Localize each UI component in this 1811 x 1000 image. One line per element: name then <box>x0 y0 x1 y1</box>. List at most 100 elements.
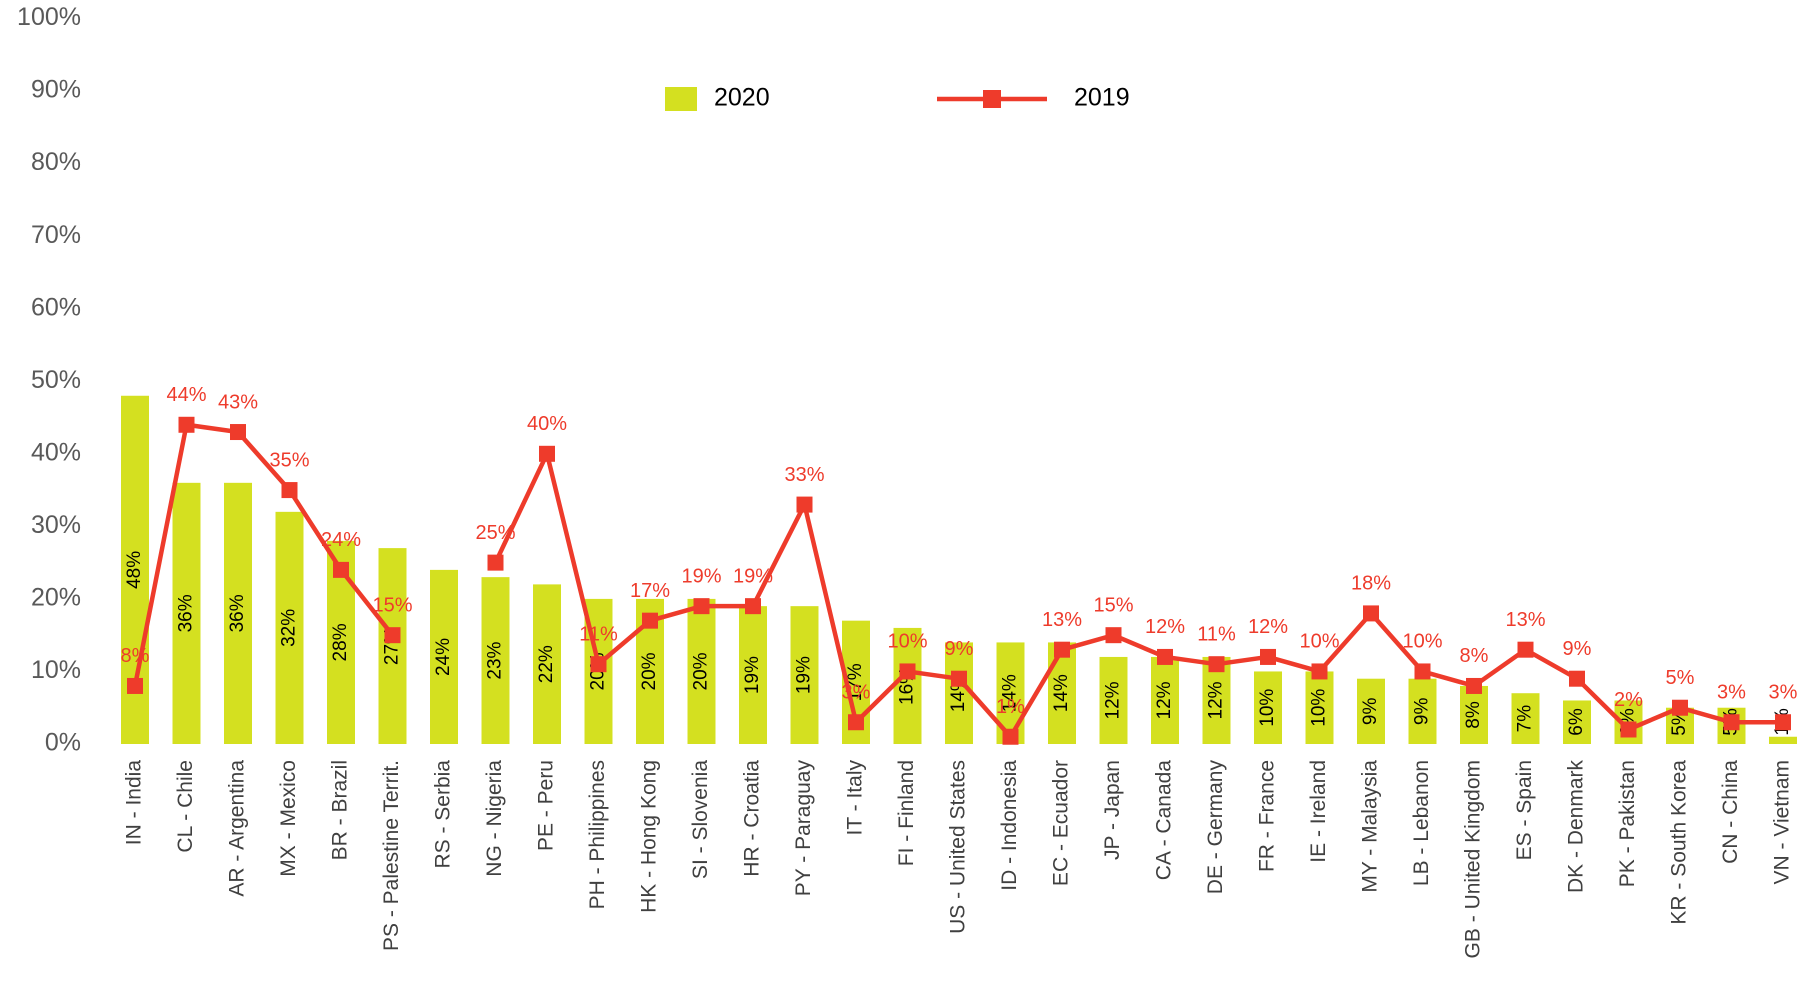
bar-value-label: 19% <box>742 656 763 694</box>
line-value-label: 15% <box>1093 594 1133 616</box>
x-tick-label: LB - Lebanon <box>1410 760 1433 886</box>
bar-value-label: 14% <box>1000 674 1021 712</box>
bar-value-label: 23% <box>485 641 506 679</box>
line-value-label: 33% <box>784 464 824 486</box>
x-tick-label: IE - Ireland <box>1307 760 1330 863</box>
line-marker <box>1157 648 1173 665</box>
bar <box>1048 642 1076 744</box>
x-tick-label: CN - China <box>1719 760 1742 864</box>
line-marker <box>178 416 195 433</box>
line-marker <box>796 496 813 513</box>
y-tick-label: 20% <box>31 584 81 612</box>
line-marker <box>1260 648 1276 665</box>
line-value-label: 44% <box>166 384 206 406</box>
bar <box>1254 671 1282 744</box>
line-marker <box>127 677 143 694</box>
bar-value-label: 12% <box>1103 681 1124 719</box>
line-marker <box>1414 663 1431 680</box>
bar-value-label: 20% <box>639 652 660 690</box>
bar-value-label: 36% <box>176 594 197 632</box>
legend-label: 2019 <box>1074 84 1130 112</box>
x-tick-label: DK - Denmark <box>1565 760 1588 894</box>
line-value-label: 3% <box>1769 682 1798 704</box>
y-tick-label: 50% <box>31 366 81 394</box>
line-marker <box>1620 721 1637 738</box>
x-tick-label: ID - Indonesia <box>998 760 1021 891</box>
line-value-label: 13% <box>1505 609 1545 631</box>
line-marker <box>230 424 246 441</box>
x-tick-label: MY - Malaysia <box>1359 760 1382 893</box>
x-tick-label: VN - Vietnam <box>1771 760 1794 885</box>
line-marker <box>487 554 504 571</box>
line-value-label: 10% <box>887 631 927 653</box>
bar-value-label: 9% <box>1412 698 1433 726</box>
bar <box>1305 671 1334 744</box>
x-tick-label: NG - Nigeria <box>483 760 506 877</box>
bar-value-label: 8% <box>1463 701 1484 729</box>
line-value-label: 43% <box>218 391 258 413</box>
x-tick-label: HK - Hong Kong <box>638 760 661 913</box>
line-marker <box>1466 677 1482 694</box>
bar <box>687 598 716 744</box>
legend-swatch <box>665 87 697 111</box>
bar <box>430 569 458 744</box>
x-tick-label: HR - Croatia <box>741 760 764 877</box>
x-tick-label: PK - Pakistan <box>1616 760 1639 887</box>
x-tick-label: MX - Mexico <box>277 760 300 877</box>
line-value-label: 10% <box>1402 631 1442 653</box>
line-marker <box>1002 728 1019 745</box>
line-marker <box>745 598 761 615</box>
bar <box>533 584 561 744</box>
x-tick-label: IT - Italy <box>844 760 867 836</box>
line-value-label: 13% <box>1042 609 1082 631</box>
bar <box>378 548 407 744</box>
line-marker <box>539 445 555 462</box>
line <box>493 451 1783 739</box>
x-tick-label: JP - Japan <box>1101 760 1124 860</box>
x-tick-label: SI - Slovenia <box>689 760 712 879</box>
x-tick-label: PE - Peru <box>535 760 558 851</box>
x-tick-label: FR - France <box>1256 760 1279 872</box>
x-tick-label: RS - Serbia <box>432 760 455 869</box>
line-marker <box>1775 714 1791 731</box>
x-tick-label: FI - Finland <box>895 760 918 866</box>
y-tick-label: 60% <box>31 293 81 321</box>
bar-value-label: 32% <box>279 609 300 647</box>
bar <box>1151 656 1179 744</box>
bar <box>1408 678 1437 744</box>
bar <box>1563 700 1591 744</box>
line-value-label: 40% <box>527 413 567 435</box>
y-tick-label: 10% <box>31 656 81 684</box>
line-value-label: 35% <box>269 449 309 471</box>
bar-value-label: 48% <box>124 551 145 589</box>
line-value-label: 24% <box>321 529 361 551</box>
line-value-label: 8% <box>121 645 150 667</box>
y-tick-label: 0% <box>45 729 81 757</box>
line-marker <box>1363 605 1379 622</box>
x-tick-label: PH - Philippines <box>586 760 609 909</box>
bar <box>1511 693 1540 744</box>
bar <box>893 627 922 744</box>
line-marker <box>1672 699 1688 716</box>
bar-value-label: 24% <box>433 638 454 676</box>
line-value-label: 9% <box>945 638 974 660</box>
line-value-label: 3% <box>1717 682 1746 704</box>
bar <box>172 482 201 744</box>
line-value-label: 1% <box>996 696 1025 718</box>
x-tick-label: PY - Paraguay <box>792 760 815 897</box>
x-tick-label: EC - Ecuador <box>1050 760 1073 886</box>
line-value-label: 11% <box>579 623 618 645</box>
line-marker <box>1311 663 1328 680</box>
line-marker <box>1517 641 1534 658</box>
x-tick-label: IN - India <box>123 760 146 846</box>
bar <box>224 482 252 744</box>
bar-value-label: 28% <box>330 623 351 661</box>
line-value-label: 10% <box>1299 631 1339 653</box>
line-marker <box>281 482 298 499</box>
bar-value-label: 19% <box>794 656 815 694</box>
x-tick-label: CA - Canada <box>1153 760 1176 881</box>
line-marker <box>590 656 607 673</box>
bar <box>1460 685 1488 744</box>
y-tick-label: 100% <box>17 3 81 31</box>
